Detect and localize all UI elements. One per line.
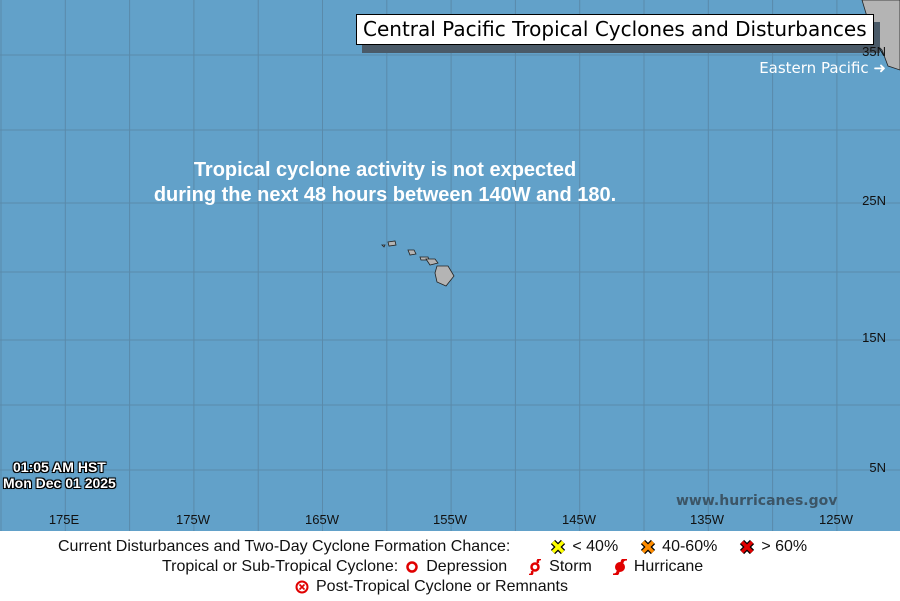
cyclone-label: Tropical or Sub-Tropical Cyclone: bbox=[162, 558, 399, 575]
hawaiian-islands bbox=[381, 240, 455, 287]
lon-label: 175E bbox=[48, 512, 80, 527]
eastern-pacific-label: Eastern Pacific bbox=[759, 59, 869, 77]
legend-low: < 40% bbox=[572, 538, 619, 555]
message-line-2: during the next 48 hours between 140W an… bbox=[153, 184, 617, 206]
lat-label: 25N bbox=[862, 193, 886, 208]
lon-label: 125W bbox=[819, 512, 853, 527]
timestamp-time: 01:05 AM HST bbox=[13, 459, 106, 475]
disturbances-label: Current Disturbances and Two-Day Cyclone… bbox=[58, 538, 511, 555]
timestamp: 01:05 AM HST Mon Dec 01 2025 bbox=[3, 459, 116, 491]
x-red-icon bbox=[740, 539, 755, 555]
lat-label: 5N bbox=[869, 460, 886, 475]
timestamp-date: Mon Dec 01 2025 bbox=[3, 475, 116, 491]
map-title: Central Pacific Tropical Cyclones and Di… bbox=[356, 14, 874, 45]
storm-icon bbox=[529, 559, 542, 575]
map-grid bbox=[0, 0, 900, 531]
x-yellow-icon bbox=[551, 539, 566, 555]
legend-storm: Storm bbox=[549, 558, 592, 575]
lon-label: 135W bbox=[690, 512, 724, 527]
outlook-message: Tropical cyclone activity is not expecte… bbox=[100, 158, 670, 208]
legend-post-tropical: Post-Tropical Cyclone or Remnants bbox=[316, 578, 568, 595]
hurricane-icon bbox=[612, 559, 627, 575]
legend-medium: 40-60% bbox=[662, 538, 718, 555]
post-tropical-icon bbox=[295, 580, 309, 594]
lon-label: 175W bbox=[176, 512, 210, 527]
depression-icon bbox=[406, 561, 418, 573]
x-orange-icon bbox=[641, 539, 656, 555]
lon-label: 155W bbox=[433, 512, 467, 527]
message-line-1: Tropical cyclone activity is not expecte… bbox=[193, 159, 577, 181]
eastern-pacific-link[interactable]: Eastern Pacific ➜ bbox=[759, 59, 886, 77]
lat-label: 15N bbox=[862, 330, 886, 345]
lon-label: 145W bbox=[562, 512, 596, 527]
legend-high: > 60% bbox=[761, 538, 808, 555]
legend-depression: Depression bbox=[426, 558, 508, 575]
arrow-right-icon: ➜ bbox=[873, 59, 886, 77]
website-link[interactable]: www.hurricanes.gov bbox=[676, 493, 838, 509]
lon-label: 165W bbox=[305, 512, 339, 527]
map: Central Pacific Tropical Cyclones and Di… bbox=[0, 0, 900, 531]
lat-label: 35N bbox=[862, 44, 886, 59]
legend-hurricane: Hurricane bbox=[633, 558, 704, 575]
